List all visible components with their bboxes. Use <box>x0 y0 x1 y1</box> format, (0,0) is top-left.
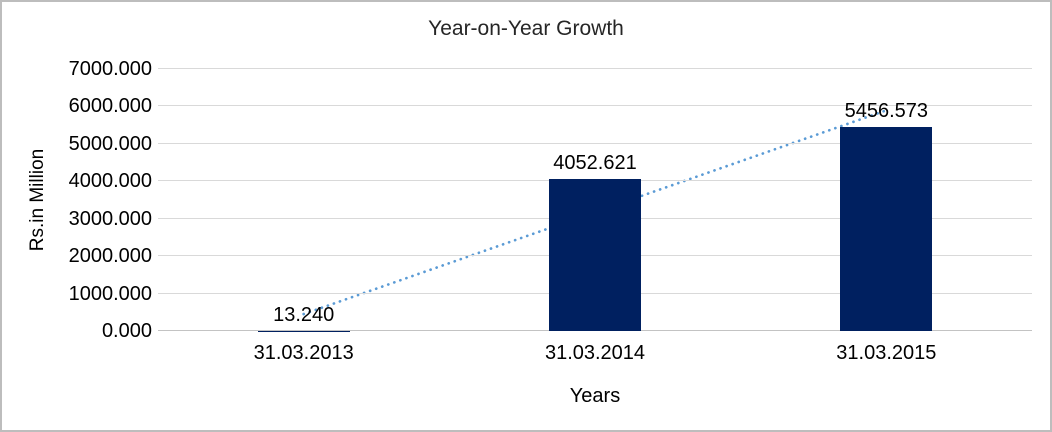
x-axis-title: Years <box>569 385 621 407</box>
x-tick-label: 31.03.2013 <box>253 342 354 364</box>
y-tick-label: 3000.000 <box>68 208 152 230</box>
x-tick-label: 31.03.2015 <box>836 342 937 364</box>
y-tick-label: 4000.000 <box>68 170 152 192</box>
gridline <box>158 68 1032 69</box>
bar-data-label: 5456.573 <box>844 99 929 122</box>
gridline <box>158 105 1032 106</box>
chart-title: Year-on-Year Growth <box>428 17 624 40</box>
bar-31.03.2014 <box>549 179 641 331</box>
y-tick-label: 1000.000 <box>68 283 152 305</box>
y-tick-label: 5000.000 <box>68 133 152 155</box>
bar-31.03.2015 <box>840 126 933 331</box>
x-tick-label: 31.03.2014 <box>544 342 646 364</box>
y-tick-label: 7000.000 <box>68 58 152 80</box>
y-axis-title: Rs.in Million <box>27 148 49 252</box>
y-tick-label: 6000.000 <box>68 95 152 117</box>
plot-area: 13.240 4052.621 5456.573 <box>158 68 1032 331</box>
bar-data-label: 4052.621 <box>553 152 637 175</box>
y-tick-label: 2000.000 <box>68 245 152 267</box>
y-tick-label: 0.000 <box>101 320 152 342</box>
gridline <box>158 143 1032 144</box>
bar-data-label: 13.240 <box>273 303 335 326</box>
